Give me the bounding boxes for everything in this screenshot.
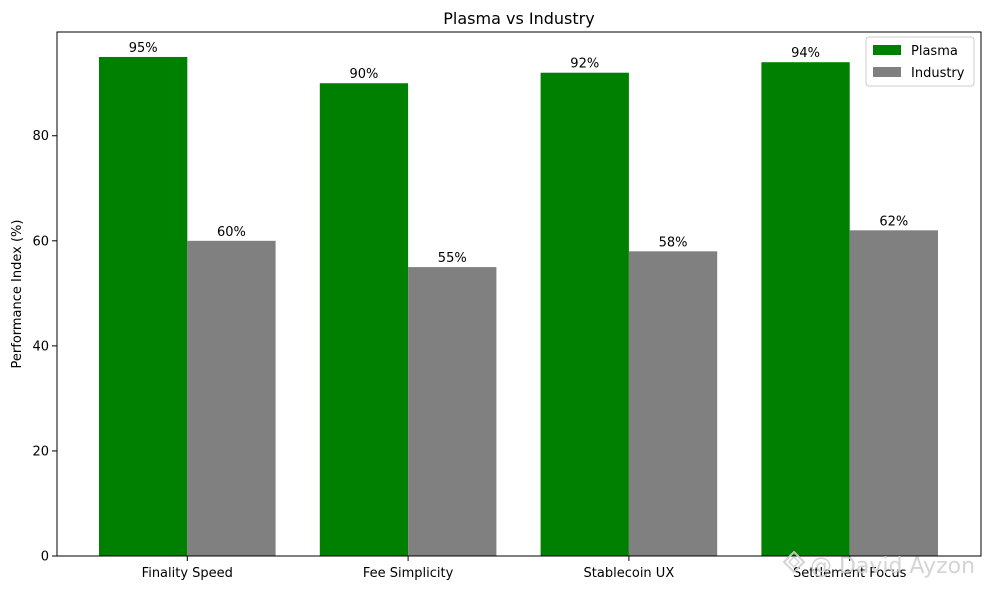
legend-swatch-industry: [873, 67, 901, 77]
bar-plasma-2: [540, 72, 629, 556]
x-tick-label-2: Stablecoin UX: [584, 566, 675, 581]
bar-industry-2: [628, 251, 718, 556]
value-label-industry-3: 62%: [879, 214, 908, 229]
x-tick-label-0: Finality Speed: [142, 566, 233, 581]
y-tick-label-0: 0: [41, 550, 49, 565]
value-label-plasma-0: 95%: [129, 41, 158, 56]
value-label-plasma-1: 90%: [349, 67, 378, 82]
legend-label-industry: Industry: [911, 66, 965, 81]
legend: Plasma Industry: [865, 36, 975, 87]
value-label-industry-0: 60%: [217, 225, 246, 240]
watermark: @ David Ayzon: [782, 550, 975, 579]
value-label-industry-1: 55%: [438, 251, 467, 266]
y-tick-label-4: 80: [32, 129, 49, 144]
bar-industry-0: [187, 240, 276, 557]
legend-label-plasma: Plasma: [911, 44, 958, 59]
value-labels-layer: 95% 90% 92% 94% 60% 55% 58% 62%: [129, 41, 909, 266]
chart-title: Plasma vs Industry: [443, 9, 594, 28]
y-tick-label-1: 20: [32, 444, 49, 459]
bar-plasma-1: [319, 83, 409, 556]
bar-industry-1: [408, 267, 497, 556]
legend-swatch-plasma: [873, 45, 901, 55]
x-tick-label-1: Fee Simplicity: [363, 566, 454, 581]
bar-industry-3: [849, 230, 938, 556]
y-tick-label-2: 40: [32, 339, 49, 354]
plot-frame: [56, 31, 982, 557]
y-axis-label: Performance Index (%): [10, 220, 25, 369]
bars-layer: [99, 56, 938, 557]
value-label-industry-2: 58%: [659, 235, 688, 250]
y-tick-label-3: 60: [32, 234, 49, 249]
bar-plasma-0: [99, 56, 188, 556]
value-label-plasma-3: 94%: [791, 46, 820, 61]
value-label-plasma-2: 92%: [570, 57, 599, 72]
watermark-logo-icon: [782, 550, 806, 574]
watermark-text: @ David Ayzon: [810, 554, 975, 579]
bar-plasma-3: [761, 62, 850, 557]
y-axis: 0 20 40 60 80: [32, 129, 57, 565]
x-axis: Finality Speed Fee Simplicity Stablecoin U…: [142, 556, 907, 581]
x-tick-label-3: Settlement Focus: [793, 566, 907, 581]
